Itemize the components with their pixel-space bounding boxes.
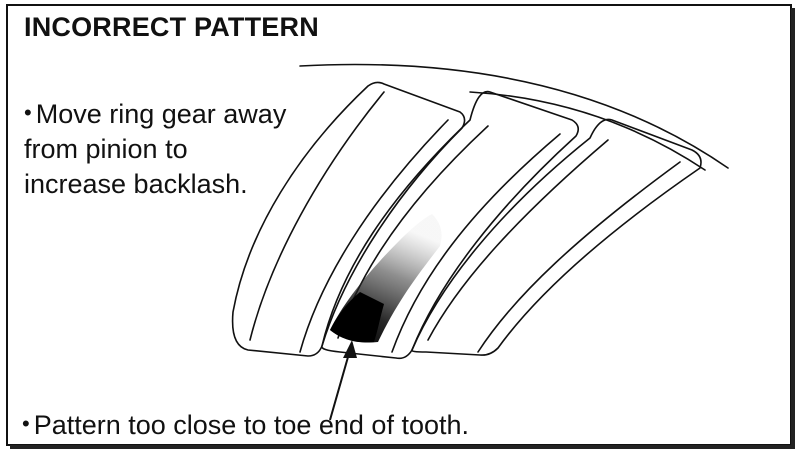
diagram-frame	[6, 4, 792, 446]
gear-tooth-middle-land	[391, 133, 561, 353]
pointer-arrow-line	[329, 349, 351, 421]
gear-rim-outer-edge	[299, 63, 729, 169]
frame-shadow-bottom	[10, 445, 795, 449]
bullet-icon: •	[22, 411, 30, 436]
bullet-icon: •	[24, 100, 32, 125]
diagram-title: INCORRECT PATTERN	[24, 12, 319, 42]
instruction-note: • Move ring gear away from pinion to incr…	[24, 95, 294, 202]
gear-tooth-middle	[321, 90, 580, 360]
gear-tooth-right-land	[477, 161, 681, 353]
gear-tooth-right-face	[427, 139, 609, 341]
pattern-note-text: Pattern too close to toe end of tooth.	[33, 410, 469, 440]
contact-pattern-toe-solid	[330, 292, 384, 343]
gear-tooth-left-face	[249, 91, 385, 341]
frame-shadow-right	[791, 8, 795, 448]
gear-tooth-left-land	[299, 119, 449, 353]
pointer-arrow-head	[343, 340, 357, 358]
instruction-note-text: Move ring gear away from pinion to incre…	[24, 99, 287, 199]
pattern-note: • Pattern too close to toe end of tooth.	[22, 408, 469, 441]
gear-tooth-right	[410, 118, 702, 356]
gear-rim-inner-edge	[469, 91, 706, 171]
